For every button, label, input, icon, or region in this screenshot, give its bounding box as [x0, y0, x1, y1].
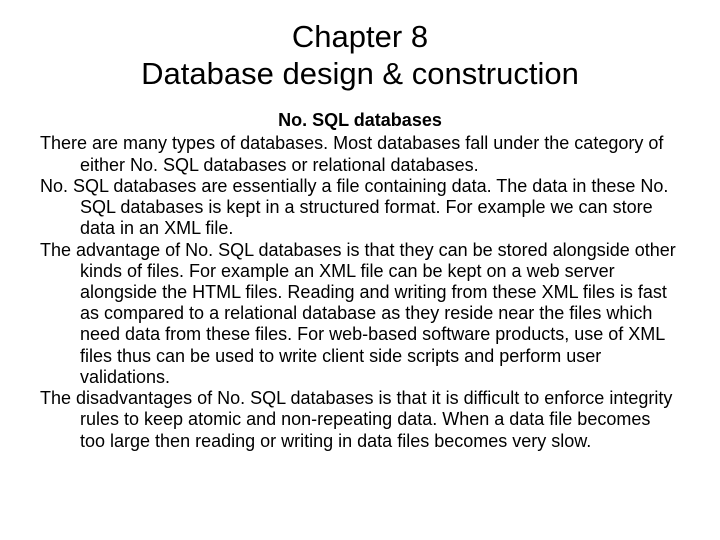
paragraph: There are many types of databases. Most … — [40, 133, 680, 175]
body-text: There are many types of databases. Most … — [40, 133, 680, 452]
paragraph: The advantage of No. SQL databases is th… — [40, 240, 680, 389]
paragraph: The disadvantages of No. SQL databases i… — [40, 388, 680, 452]
title-block: Chapter 8 Database design & construction — [40, 18, 680, 92]
chapter-title: Database design & construction — [40, 55, 680, 92]
chapter-number: Chapter 8 — [40, 18, 680, 55]
slide: Chapter 8 Database design & construction… — [0, 0, 720, 540]
paragraph: No. SQL databases are essentially a file… — [40, 176, 680, 240]
section-subtitle: No. SQL databases — [40, 110, 680, 131]
